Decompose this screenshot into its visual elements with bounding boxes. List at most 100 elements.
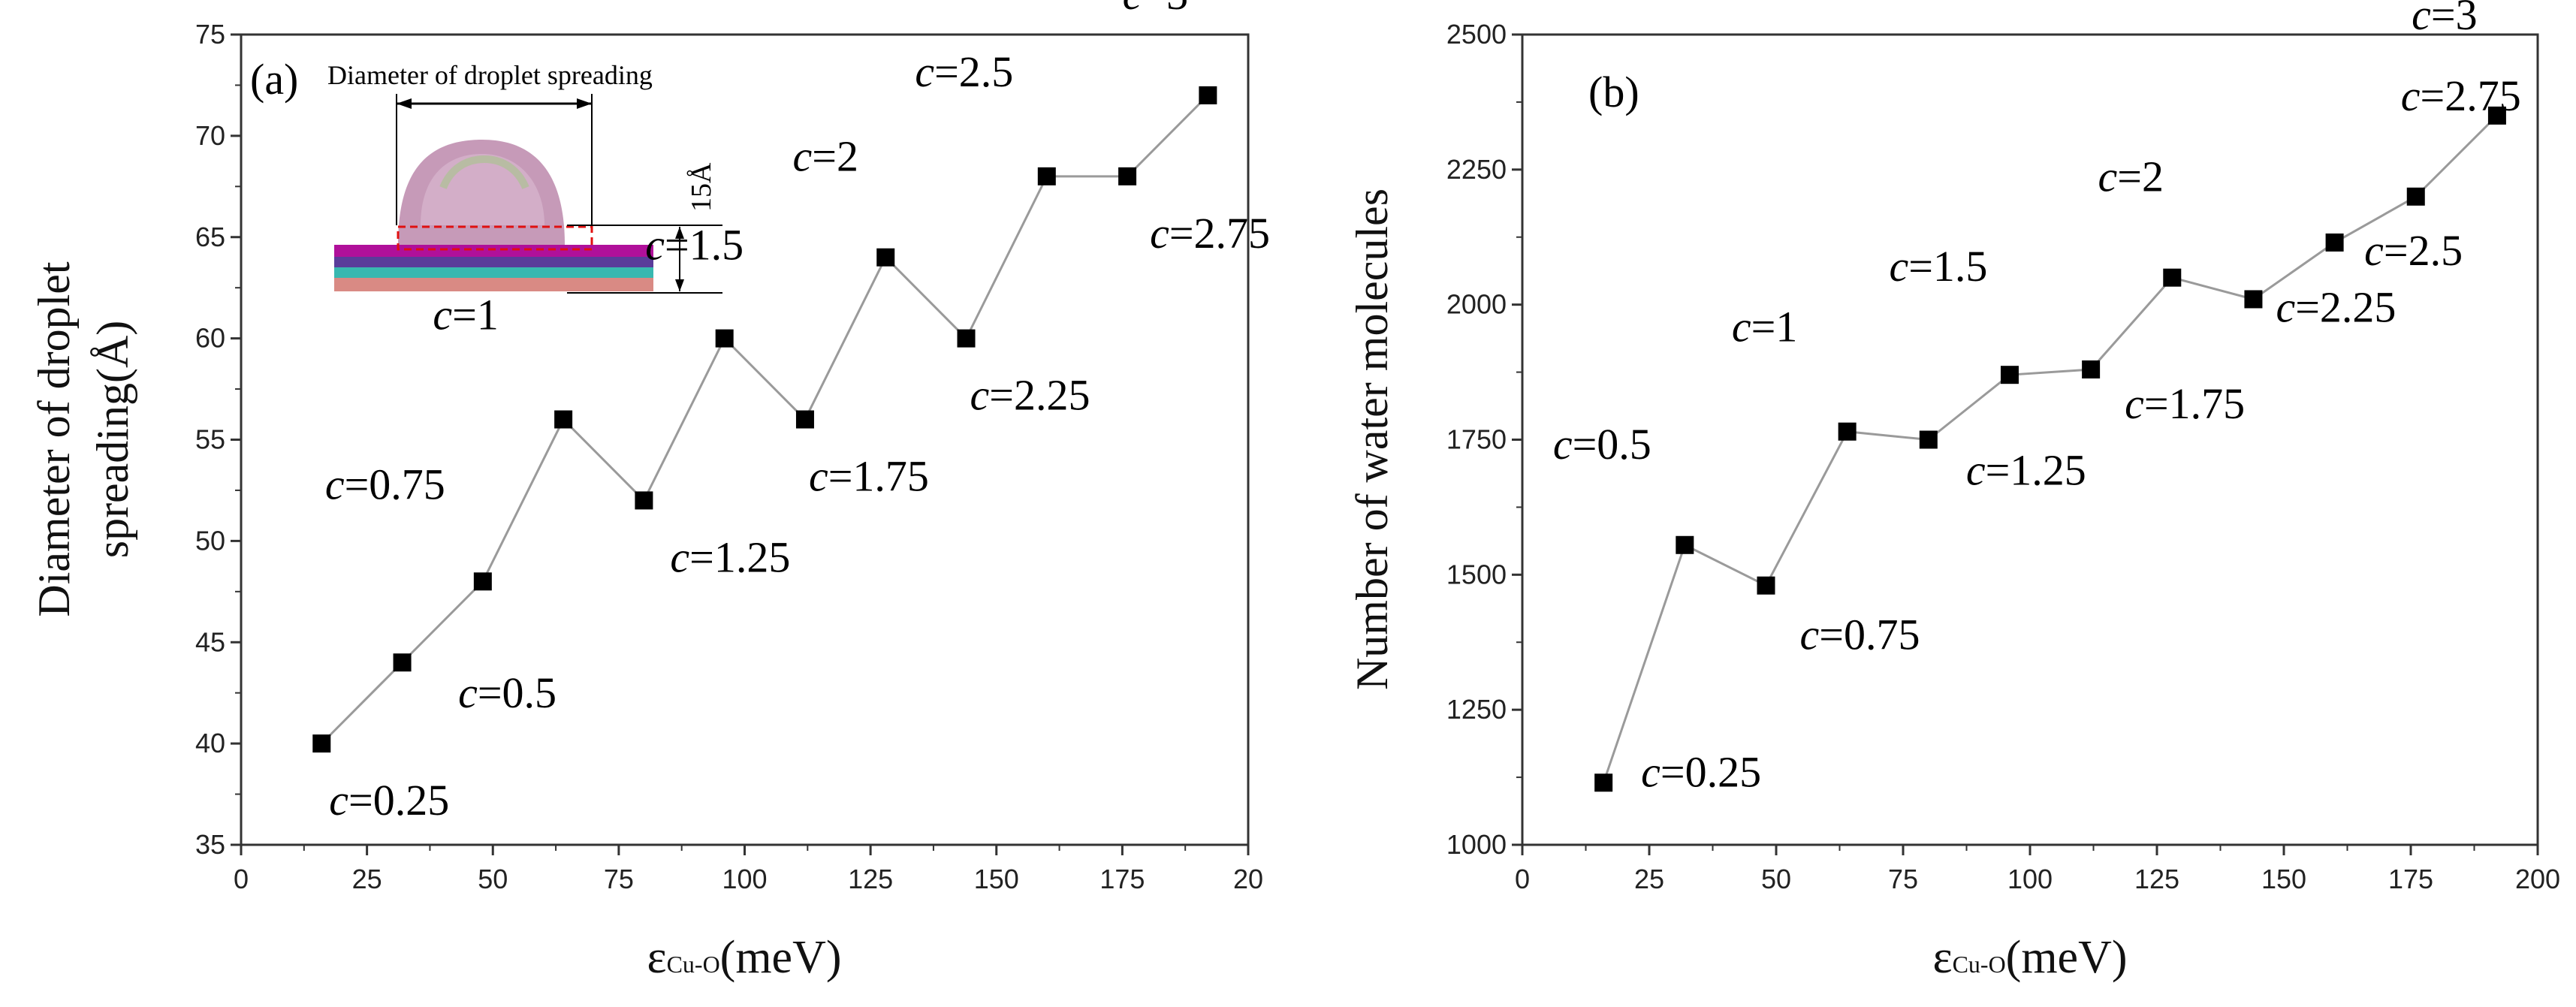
data-point-b (2487, 106, 2506, 125)
point-label-a: c=0.25 (329, 776, 449, 825)
data-point-a (635, 491, 653, 510)
y-tick-label-b: 2250 (1446, 154, 1507, 185)
x-tick-label-a: 125 (848, 864, 893, 894)
point-label-b: c=2.75 (2401, 71, 2521, 120)
point-label-b: c=1.75 (2125, 379, 2245, 428)
panel-b: (b) 0 25 50 75 100 125 150 175 200 1000 1250 1500 17… (1347, 0, 2560, 983)
point-label-a: c=2.75 (1150, 209, 1270, 258)
data-point-a (312, 734, 331, 753)
panel-a-label: (a) (250, 55, 298, 104)
x-tick-label-a: 0 (234, 864, 249, 894)
x-tick-label-a: 175 (1099, 864, 1145, 894)
x-axis-title-b: εCu-O(meV) (1933, 932, 2128, 983)
point-label-a: c=1.25 (670, 532, 790, 581)
x-tick-label-b: 100 (2007, 864, 2053, 894)
point-label-a: c=1.75 (809, 452, 929, 501)
y-tick-label-b: 1000 (1446, 829, 1507, 860)
data-point-a (715, 329, 734, 348)
x-tick-label-a: 50 (478, 864, 508, 894)
substrate-layer-1 (334, 245, 653, 257)
data-point-b (1838, 422, 1857, 441)
x-axis-title-a: εCu-O(meV) (647, 932, 842, 983)
point-label-a: c=1.5 (645, 221, 744, 270)
y-tick-label-a: 50 (195, 525, 225, 556)
y-tick-label-a: 70 (195, 120, 225, 151)
data-point-a (393, 653, 412, 672)
data-point-a (1199, 86, 1217, 104)
plot-frame-a (240, 33, 1250, 846)
x-tick-label-b: 175 (2388, 864, 2433, 894)
y-axis-title-a-line1: Diameter of droplet (29, 261, 79, 617)
data-point-a (1118, 167, 1137, 185)
x-tick-label-a: 150 (974, 864, 1019, 894)
point-label-b: c=2.25 (2276, 282, 2396, 331)
y-tick-label-b: 2500 (1446, 19, 1507, 50)
y-tick-label-a: 55 (195, 424, 225, 455)
x-tick-label-b: 125 (2134, 864, 2179, 894)
substrate-layer-3 (334, 267, 653, 278)
ticks-b: 0 25 50 75 100 125 150 175 200 1000 1250 1500 1750 20… (1446, 19, 2560, 894)
y-tick-label-a: 60 (195, 323, 225, 354)
data-point-b (1757, 576, 1775, 595)
data-point-b (2163, 268, 2182, 287)
data-point-b (1594, 773, 1613, 792)
x-tick-label-b: 50 (1761, 864, 1791, 894)
y-tick-label-b: 1500 (1446, 559, 1507, 589)
x-tick-label-b: 75 (1888, 864, 1918, 894)
data-point-a (554, 410, 573, 429)
point-label-a: c=0.5 (458, 668, 557, 717)
y-tick-label-a: 75 (195, 19, 225, 50)
series-line-a (321, 94, 1209, 745)
point-label-a: c=3 (1123, 0, 1188, 19)
inset-thickness-label: 15Å (686, 162, 717, 212)
point-label-a: c=2 (793, 132, 858, 181)
data-point-a (795, 410, 814, 429)
substrate-layer-4 (334, 278, 653, 291)
x-tick-label-b: 0 (1515, 864, 1530, 894)
point-label-b: c=1.5 (1889, 242, 1987, 291)
data-point-a (876, 248, 895, 267)
point-label-b: c=0.25 (1641, 747, 1761, 796)
data-point-a (473, 572, 492, 591)
point-label-a: c=2.25 (970, 371, 1090, 420)
data-point-b (1676, 535, 1694, 554)
data-points-b (1594, 106, 2506, 792)
point-label-b: c=0.75 (1799, 611, 1920, 659)
ticks-a: 0 25 50 75 100 125 150 175 20 35 40 45 50 55 60 65 70 75 (195, 19, 1263, 894)
interface-box (397, 225, 593, 251)
point-label-a: c=1 (433, 291, 498, 339)
data-points-a (312, 86, 1217, 753)
point-label-b: c=3 (2412, 0, 2477, 39)
series-line-b (1602, 114, 2498, 783)
x-tick-label-b: 25 (1634, 864, 1664, 894)
x-tick-label-a: 100 (722, 864, 767, 894)
data-point-b (2000, 366, 2019, 384)
y-tick-label-a: 35 (195, 829, 225, 860)
inset-title: Diameter of droplet spreading (327, 60, 653, 90)
substrate-layer-2 (334, 257, 653, 267)
y-axis-title-a-line2: spreading(Å) (88, 321, 137, 559)
y-tick-label-a: 45 (195, 626, 225, 657)
y-tick-label-b: 2000 (1446, 289, 1507, 320)
data-point-b (2406, 187, 2425, 206)
data-point-a (1037, 167, 1056, 185)
data-point-b (2325, 233, 2344, 252)
point-label-b: c=0.5 (1553, 420, 1651, 469)
data-point-a (957, 329, 976, 348)
point-label-b: c=1 (1732, 303, 1797, 351)
droplet-inset: Diameter of droplet spreading 15Å (327, 60, 722, 294)
panel-b-label: (b) (1588, 68, 1639, 116)
data-point-b (1919, 430, 1938, 449)
x-tick-label-b: 150 (2261, 864, 2306, 894)
data-point-b (2082, 360, 2101, 378)
point-label-b: c=1.25 (1966, 446, 2086, 495)
point-label-a: c=0.75 (325, 460, 445, 508)
y-tick-label-a: 40 (195, 728, 225, 758)
inset-arrow-right (577, 98, 592, 109)
y-axis-title-b: Number of water molecules (1347, 188, 1397, 690)
x-tick-label-a: 20 (1233, 864, 1263, 894)
y-tick-label-b: 1750 (1446, 424, 1507, 455)
y-tick-label-a: 65 (195, 222, 225, 252)
point-labels-a: c=0.25 c=0.5 c=0.75 c=1 c=1.25 c=1.5 c=1.75 c=2… (325, 0, 1270, 825)
